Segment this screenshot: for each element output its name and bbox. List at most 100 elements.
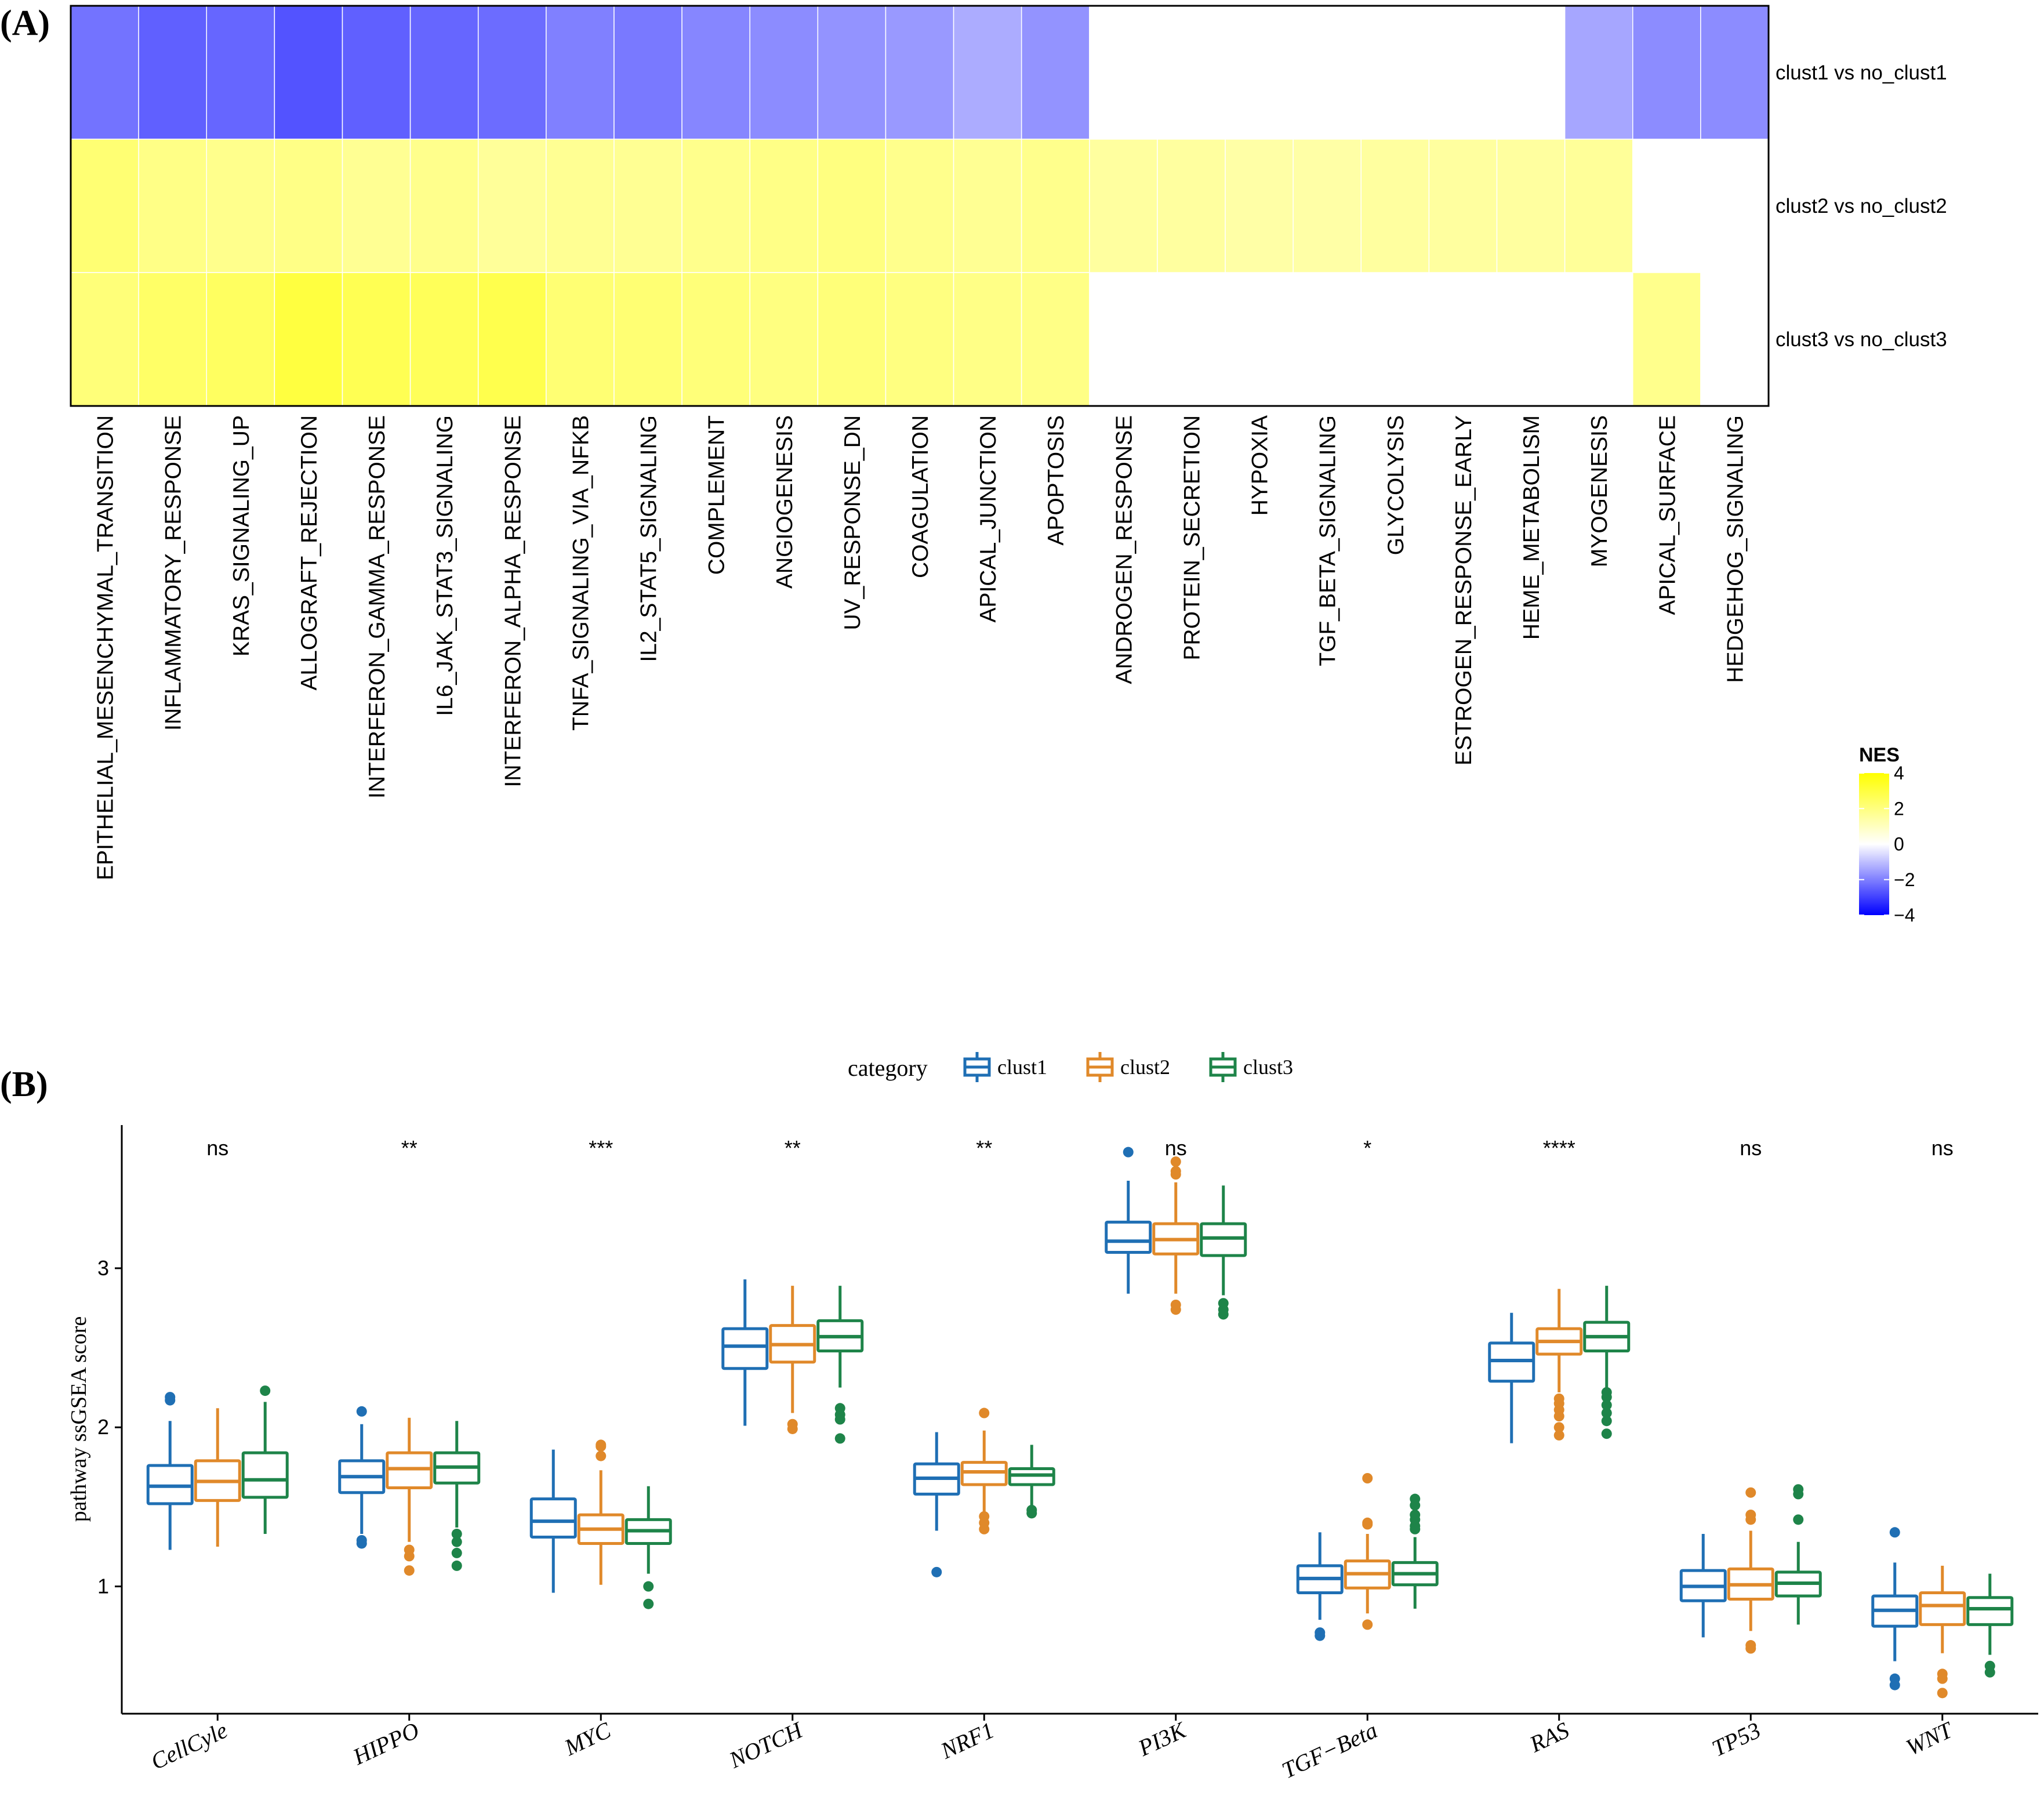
legend-item-label: clust1 <box>997 1055 1047 1079</box>
heatmap-cell <box>1293 273 1362 406</box>
heatmap-column-label: IL6_JAK_STAT3_SIGNALING <box>433 415 458 716</box>
box-outlier <box>1601 1416 1612 1427</box>
y-axis-title: pathway ssGSEA score <box>67 1316 91 1522</box>
heatmap-cell <box>546 5 615 140</box>
heatmap-cell <box>1021 272 1090 407</box>
heatmap-cell <box>953 272 1022 407</box>
box-clust3 <box>1200 1185 1247 1320</box>
box-clust3 <box>1008 1445 1055 1519</box>
heatmap-cell <box>477 5 547 140</box>
box-outlier <box>1793 1514 1804 1525</box>
heatmap-cell <box>342 139 411 273</box>
box-outlier <box>1937 1668 1948 1679</box>
heatmap-cell <box>274 5 343 140</box>
box-clust1 <box>1105 1147 1152 1294</box>
heatmap-column-label: MYOGENESIS <box>1587 415 1612 567</box>
heatmap-row-label: clust2 vs no_clust2 <box>1776 195 1947 217</box>
heatmap-cell <box>1293 139 1362 273</box>
box-clust2 <box>577 1439 625 1585</box>
boxplot-boxes <box>146 1147 2014 1699</box>
heatmap-cell <box>817 139 887 273</box>
heatmap-cell <box>1157 139 1226 273</box>
box-clust2 <box>1535 1289 1583 1441</box>
heatmap-column-label: ALLOGRAFT_REJECTION <box>297 415 322 691</box>
heatmap-cell <box>206 272 275 407</box>
nes-tick-label: −4 <box>1894 905 1915 926</box>
heatmap-cell <box>1429 273 1497 406</box>
heatmap-cell <box>885 272 954 407</box>
box-outlier <box>1362 1517 1373 1528</box>
boxplot-axes: 1 2 3 pathway ssGSEA score <box>67 1125 2038 1715</box>
box-outlier <box>1601 1387 1612 1398</box>
box-outlier <box>1362 1619 1373 1630</box>
significance-label: ** <box>976 1136 992 1160</box>
heatmap-column-label: COAGULATION <box>908 415 933 578</box>
heatmap-cell <box>206 5 275 140</box>
heatmap-cell <box>1089 139 1158 273</box>
box-outlier <box>1601 1399 1612 1410</box>
heatmap-cell <box>1564 273 1633 406</box>
heatmap-border <box>70 5 1770 407</box>
box-outlier <box>979 1511 990 1522</box>
heatmap-cell <box>546 272 615 407</box>
box-clust2 <box>960 1407 1008 1534</box>
heatmap-cell <box>546 139 615 273</box>
box-clust3 <box>1966 1573 2014 1678</box>
x-category-label: RAS <box>1525 1717 1573 1757</box>
panel-a-label: (A) <box>0 3 50 43</box>
box-outlier <box>451 1536 462 1547</box>
heatmap-cell <box>138 5 207 140</box>
legend-item-label: clust3 <box>1243 1055 1293 1079</box>
heatmap-cell <box>274 139 343 273</box>
box-outlier <box>643 1598 654 1609</box>
heatmap-cell <box>1157 6 1226 139</box>
box-outlier <box>834 1403 845 1414</box>
heatmap-cell <box>1021 5 1090 140</box>
heatmap-cells <box>70 5 1769 407</box>
x-category-label: NOTCH <box>725 1716 808 1773</box>
heatmap-cell <box>1428 139 1498 273</box>
box-outlier <box>931 1566 942 1577</box>
heatmap-column-label: COMPLEMENT <box>705 415 729 575</box>
heatmap-cell <box>138 272 207 407</box>
x-axis-labels: CellCyle HIPPO MYC NOTCH NRF1 PI3K TGF−Beta RAS… <box>147 1714 1958 1783</box>
box-outlier <box>1170 1166 1181 1177</box>
heatmap-cell <box>342 272 411 407</box>
legend-item-clust2: clust2 <box>1086 1052 1170 1082</box>
heatmap-column-labels: EPITHELIAL_MESENCHYMAL_TRANSITION INFLAMM… <box>93 415 1748 880</box>
heatmap-column-label: TNFA_SIGNALING_VIA_NFKB <box>568 415 593 731</box>
box-clust1 <box>529 1449 577 1593</box>
heatmap-cell <box>749 5 819 140</box>
box-outlier <box>1410 1510 1421 1521</box>
heatmap-cell <box>1632 272 1701 407</box>
box-outlier <box>643 1581 654 1592</box>
heatmap-cell <box>1360 139 1430 273</box>
box-outlier <box>451 1529 462 1540</box>
significance-label: ns <box>1165 1136 1187 1160</box>
x-category-label: MYC <box>560 1717 616 1761</box>
box-clust2 <box>769 1286 816 1434</box>
x-category-label: PI3K <box>1134 1716 1191 1761</box>
box-iqr <box>721 1327 769 1370</box>
heatmap-cell <box>817 272 887 407</box>
category-legend-items: clust1 clust2 clust3 <box>963 1052 1293 1082</box>
heatmap-cell <box>1225 139 1294 273</box>
heatmap-cell <box>409 272 479 407</box>
heatmap-column-label: HEDGEHOG_SIGNALING <box>1723 415 1748 683</box>
box-outlier <box>1553 1430 1564 1441</box>
box-outlier <box>1601 1428 1612 1439</box>
box-outlier <box>1170 1299 1181 1310</box>
heatmap-cell <box>70 139 139 273</box>
nes-legend-title: NES <box>1859 744 1900 766</box>
heatmap-cell <box>817 5 887 140</box>
box-clust2 <box>1919 1565 1966 1699</box>
box-outlier <box>356 1534 367 1546</box>
box-clust3 <box>241 1385 289 1534</box>
heatmap-panel: (A) clust1 vs no_clust1 clust2 vs no_clus… <box>0 3 1947 926</box>
box-outlier <box>1745 1510 1756 1521</box>
heatmap-column-label: HYPOXIA <box>1248 415 1273 516</box>
heatmap-column-label: ESTROGEN_RESPONSE_EARLY <box>1451 415 1476 766</box>
heatmap-cell <box>1564 139 1633 273</box>
significance-label: ** <box>785 1136 801 1160</box>
heatmap-column-label: PROTEIN_SECRETION <box>1179 415 1204 661</box>
